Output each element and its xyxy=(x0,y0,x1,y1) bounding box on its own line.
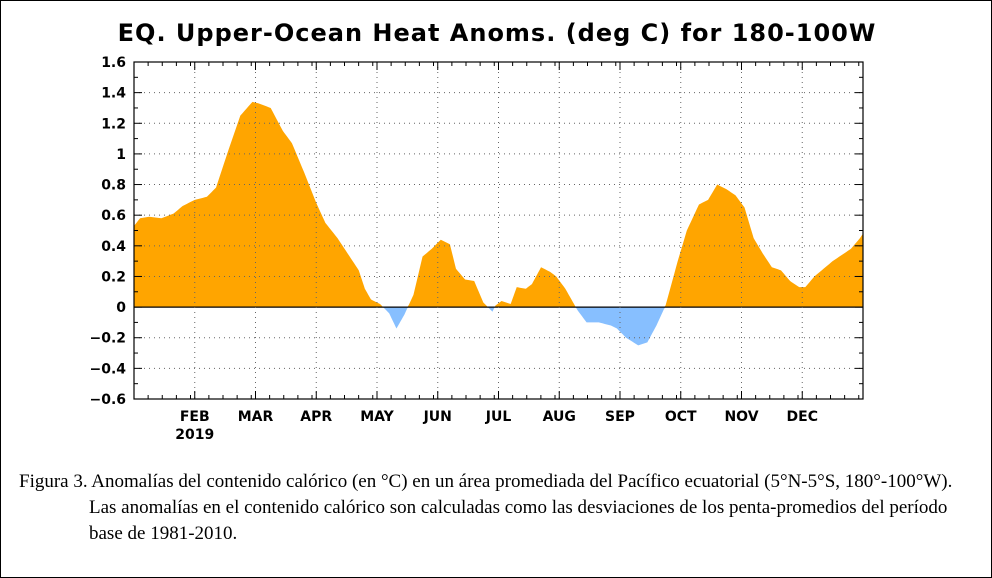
x-tick-label: JUL xyxy=(485,409,512,425)
chart-plot: −0.6 −0.4 −0.2 0 0.2 0.4 0.6 0.8 1 1.2 1.4 1.6 FEB 20… xyxy=(89,55,864,443)
x-tick-year-label: 2019 xyxy=(175,427,214,443)
y-tick-label: 1.4 xyxy=(101,86,126,102)
y-tick-label: 0.4 xyxy=(101,239,126,255)
y-tick-label: 0.2 xyxy=(101,269,126,285)
chart-title: EQ. Upper-Ocean Heat Anoms. (deg C) for … xyxy=(117,19,877,47)
x-tick-label: MAR xyxy=(238,409,274,425)
positive-anomaly-area xyxy=(134,101,863,308)
plot-frame xyxy=(133,61,864,400)
x-tick-label: DEC xyxy=(787,409,818,425)
x-tick-label: SEP xyxy=(605,409,635,425)
y-tick-label: −0.4 xyxy=(89,361,126,377)
figure-caption: Figura 3. Anomalías del contenido calóri… xyxy=(19,469,979,547)
y-tick-label: −0.2 xyxy=(89,331,126,347)
x-tick-label: JUN xyxy=(423,409,452,425)
y-tick-label: 1.2 xyxy=(101,116,126,132)
y-tick-label: 1 xyxy=(116,147,126,163)
x-tick-label: MAY xyxy=(360,409,394,425)
y-tick-label: −0.6 xyxy=(89,392,126,408)
x-tick-label: FEB xyxy=(180,409,210,425)
x-tick-label: AUG xyxy=(543,409,576,425)
y-tick-label: 0.8 xyxy=(101,178,126,194)
caption-text: Figura 3. Anomalías del contenido calóri… xyxy=(19,471,953,544)
x-tick-label: NOV xyxy=(724,409,758,425)
y-tick-label: 0.6 xyxy=(101,208,126,224)
x-tick-label: OCT xyxy=(665,409,697,425)
y-tick-label: 1.6 xyxy=(101,55,126,71)
x-tick-label: APR xyxy=(300,409,332,425)
y-tick-label: 0 xyxy=(116,300,126,316)
